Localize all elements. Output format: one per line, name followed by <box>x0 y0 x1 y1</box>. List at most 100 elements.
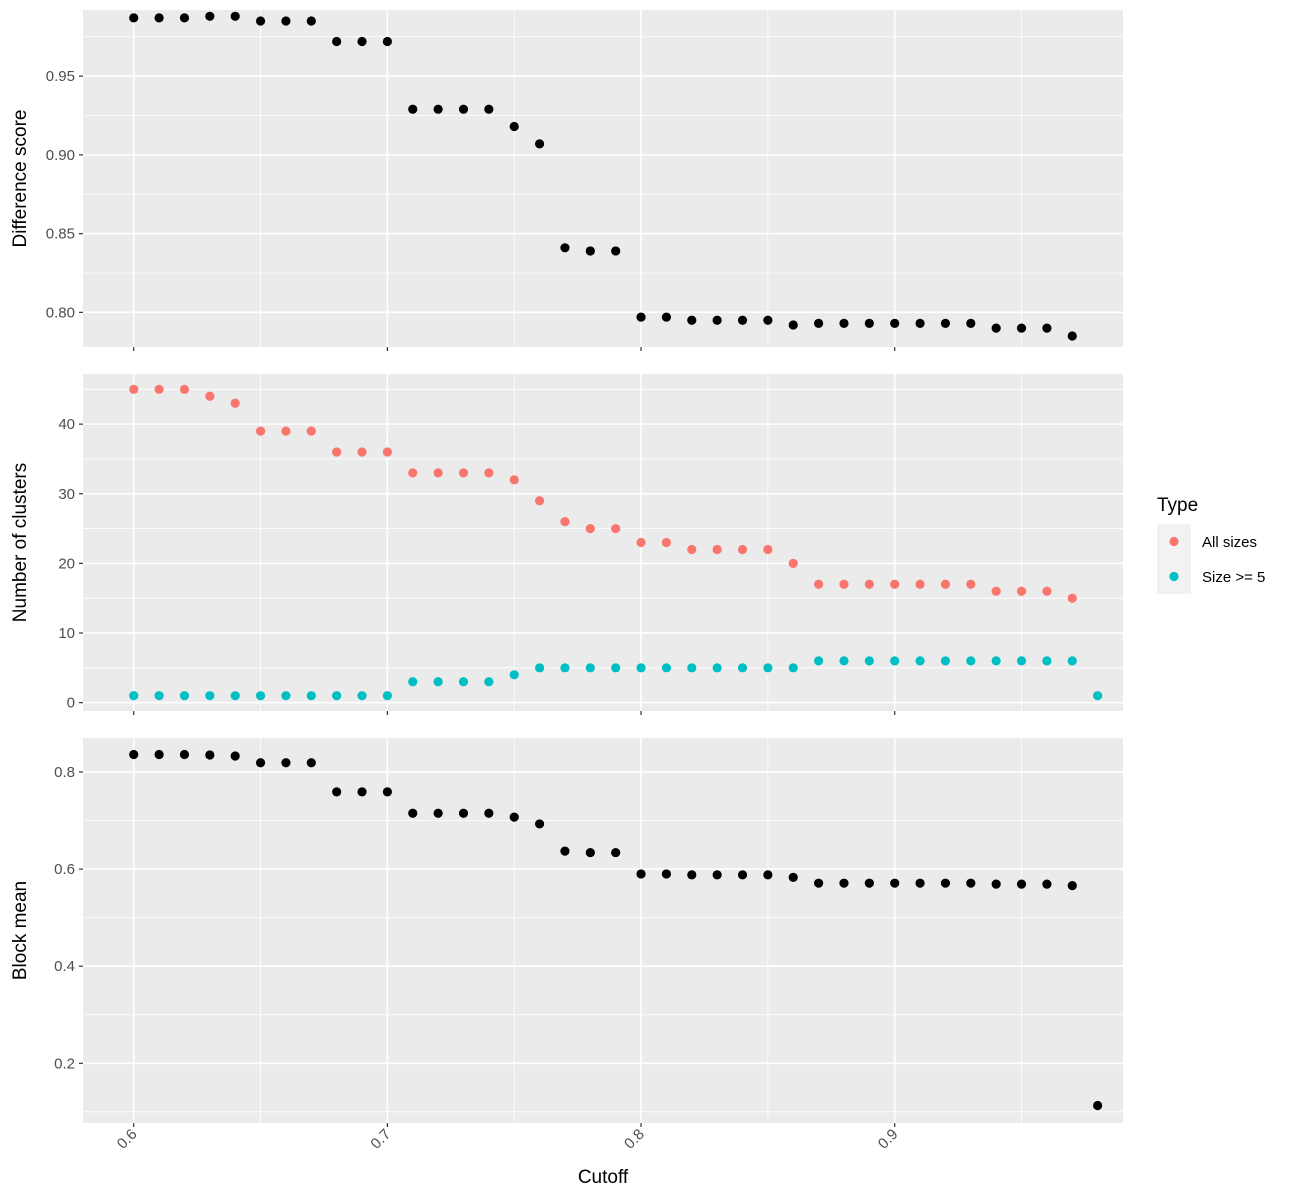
legend-entries: All sizes Size >= 5 <box>1157 524 1265 594</box>
data-point <box>255 426 266 436</box>
data-point <box>737 544 748 555</box>
data-point <box>1042 586 1052 596</box>
y-tick-label: 0.80 <box>46 304 75 321</box>
data-point <box>154 384 164 394</box>
data-point <box>1067 880 1077 891</box>
data-point <box>484 468 494 478</box>
data-point <box>1067 656 1077 666</box>
data-point <box>458 468 469 478</box>
panel-1: 0.80 0.85 0.90 0.95 Difference score <box>10 10 1123 351</box>
data-point <box>433 468 443 478</box>
data-point <box>382 447 392 457</box>
legend-label: Size >= 5 <box>1202 569 1265 586</box>
data-point <box>357 36 367 47</box>
legend-entry: Size >= 5 <box>1157 559 1265 594</box>
data-point <box>332 691 342 701</box>
data-point <box>509 121 519 132</box>
series-1 <box>129 384 1077 603</box>
data-point <box>154 13 164 23</box>
data-point <box>585 847 595 858</box>
legend: Type All sizes Size >= 5 <box>1157 495 1265 594</box>
data-point <box>687 544 697 555</box>
data-point <box>509 670 519 680</box>
y-axis-title: Number of clusters <box>10 463 31 622</box>
data-point <box>230 398 240 408</box>
data-point <box>357 787 367 797</box>
data-point <box>712 870 722 880</box>
data-point <box>585 246 595 256</box>
data-point <box>814 878 824 888</box>
data-point <box>636 312 646 322</box>
data-point <box>255 758 266 768</box>
legend-label: All sizes <box>1202 534 1257 551</box>
data-point <box>255 16 266 26</box>
data-point <box>458 104 469 114</box>
data-point <box>458 677 469 687</box>
data-point <box>205 11 215 21</box>
data-point <box>484 677 494 687</box>
data-point <box>1067 593 1077 603</box>
data-point <box>611 523 621 534</box>
data-point <box>991 656 1001 666</box>
data-point <box>154 691 164 701</box>
data-point <box>839 579 849 589</box>
data-point <box>179 691 190 701</box>
data-point <box>458 808 469 818</box>
data-point <box>687 663 697 673</box>
data-point <box>966 579 976 589</box>
data-point <box>585 663 595 673</box>
y-tick-label: 20 <box>58 555 75 572</box>
data-point <box>661 312 672 322</box>
data-point <box>129 749 139 760</box>
data-point <box>890 878 900 888</box>
data-point <box>814 318 824 328</box>
y-axis-title: Block mean <box>10 881 31 980</box>
panel-2: 0 10 20 30 40 Number of clusters <box>10 374 1123 715</box>
data-point <box>712 315 722 325</box>
y-tick-label: 10 <box>58 625 75 642</box>
data-point <box>763 663 773 673</box>
x-tick-label: 0.8 <box>621 1126 648 1153</box>
x-tick-label: 0.9 <box>875 1126 902 1153</box>
data-point <box>915 579 925 589</box>
data-point <box>129 13 139 23</box>
data-point <box>433 677 443 687</box>
data-point <box>839 656 849 666</box>
x-tick-label: 0.7 <box>367 1126 394 1153</box>
series-2 <box>129 656 1103 701</box>
data-point <box>966 318 976 328</box>
data-point <box>560 846 570 856</box>
data-point <box>890 579 900 589</box>
legend-swatch <box>1169 571 1179 582</box>
data-point <box>661 537 672 548</box>
data-point <box>712 544 722 555</box>
legend-swatch <box>1169 536 1179 547</box>
data-point <box>1016 656 1027 666</box>
data-point <box>737 663 748 673</box>
x-tick-label: 0.6 <box>114 1126 141 1153</box>
data-point <box>408 808 418 818</box>
panel-3: 0.2 0.4 0.6 0.8 Block mean <box>10 738 1123 1127</box>
data-point <box>864 318 874 328</box>
y-tick-label: 30 <box>58 486 75 503</box>
data-point <box>205 391 215 401</box>
data-point <box>205 691 215 701</box>
data-point <box>408 677 418 687</box>
data-point <box>763 315 773 325</box>
data-point <box>306 691 316 701</box>
data-point <box>915 878 925 888</box>
panel-background <box>83 10 1123 347</box>
y-tick-label: 0.6 <box>54 861 75 878</box>
y-tick-label: 0.4 <box>54 958 75 975</box>
y-tick-label: 0.95 <box>46 68 75 85</box>
data-point <box>991 879 1001 889</box>
data-point <box>814 656 824 666</box>
data-point <box>332 36 342 47</box>
data-point <box>991 323 1001 333</box>
data-point <box>940 656 951 666</box>
data-point <box>687 315 697 325</box>
data-point <box>357 447 367 457</box>
data-point <box>534 139 545 149</box>
data-point <box>661 663 672 673</box>
